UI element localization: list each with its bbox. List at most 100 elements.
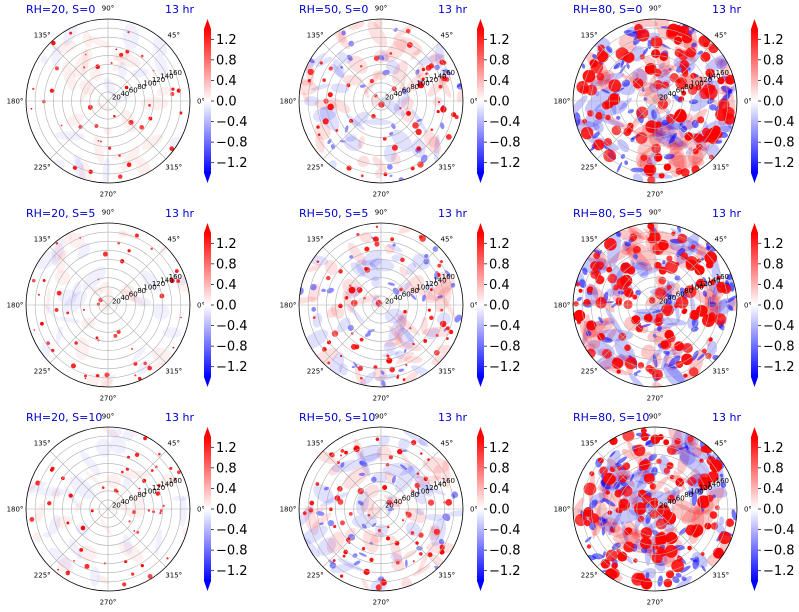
radial-tick-label: 120 — [425, 76, 438, 84]
anomaly-patch — [36, 487, 67, 497]
anomaly-patch — [640, 344, 656, 360]
anomaly-patch — [51, 45, 61, 67]
angular-gridline — [654, 450, 714, 510]
positive-anomaly — [83, 66, 86, 69]
polar-frame — [25, 18, 191, 184]
positive-anomaly — [73, 559, 76, 562]
negative-anomaly — [709, 104, 717, 111]
colorbar-gradient — [204, 233, 211, 377]
radial-tick-label: 60 — [676, 291, 685, 299]
anomaly-patch — [308, 506, 329, 514]
anomaly-patch — [677, 446, 690, 475]
positive-anomaly — [687, 545, 692, 551]
anomaly-patch — [621, 521, 629, 546]
anomaly-patch — [307, 264, 322, 272]
angular-gridline — [654, 100, 714, 160]
anomaly-patch — [648, 132, 665, 147]
negative-anomaly — [635, 289, 641, 296]
positive-anomaly — [610, 527, 616, 533]
colorbar-extend-min — [204, 377, 211, 387]
angular-tick-label: 45° — [441, 440, 453, 448]
anomaly-patch — [380, 97, 405, 117]
anomaly-patch — [121, 146, 140, 171]
anomaly-patch — [62, 61, 77, 91]
negative-anomaly — [592, 131, 601, 139]
angular-tick-label: 45° — [715, 236, 727, 244]
positive-anomaly — [378, 101, 385, 108]
positive-anomaly — [655, 249, 660, 255]
positive-anomaly — [616, 300, 622, 306]
positive-anomaly — [690, 244, 696, 250]
anomaly-patch — [634, 258, 649, 267]
positive-anomaly — [633, 502, 647, 515]
positive-anomaly — [383, 172, 388, 177]
positive-anomaly — [415, 541, 419, 545]
positive-anomaly — [603, 149, 617, 163]
anomaly-patch — [68, 232, 85, 249]
positive-anomaly — [412, 560, 415, 563]
positive-anomaly — [601, 348, 612, 359]
negative-anomaly — [601, 526, 606, 536]
colorbar-tick-label: 0.8 — [216, 461, 237, 476]
positive-anomaly — [371, 114, 376, 119]
positive-anomaly — [95, 374, 100, 378]
positive-anomaly — [608, 79, 622, 92]
radial-tick-label: 100 — [416, 488, 429, 496]
anomaly-patch — [73, 154, 85, 170]
angular-tick-label: 270° — [100, 395, 117, 403]
negative-anomaly — [423, 258, 430, 265]
positive-anomaly — [66, 521, 70, 525]
angular-tick-label: 315° — [165, 367, 182, 375]
anomaly-patch — [102, 157, 111, 183]
positive-anomaly — [328, 66, 333, 71]
positive-anomaly — [29, 517, 35, 522]
positive-anomaly — [317, 133, 321, 136]
positive-anomaly — [134, 233, 139, 238]
positive-anomaly — [674, 438, 681, 445]
angular-gridline — [322, 100, 382, 160]
colorbar-extend-max — [477, 19, 484, 29]
anomaly-patch — [657, 62, 666, 70]
angular-gridline — [596, 450, 656, 510]
positive-anomaly — [688, 367, 699, 377]
negative-anomaly — [630, 167, 645, 173]
angular-tick-label: 90° — [102, 413, 114, 421]
colorbar-extend-max — [751, 19, 758, 29]
positive-anomaly — [410, 440, 417, 446]
anomaly-patch — [311, 83, 331, 91]
anomaly-patch — [390, 553, 403, 563]
positive-anomaly — [639, 460, 649, 471]
positive-anomaly — [651, 49, 661, 59]
positive-anomaly — [335, 129, 339, 132]
positive-anomaly — [56, 290, 62, 296]
anomaly-patch — [82, 266, 107, 291]
anomaly-patch — [428, 136, 440, 148]
positive-anomaly — [37, 293, 40, 296]
angular-tick-label: 225° — [34, 367, 51, 375]
angular-tick-label: 90° — [375, 209, 387, 217]
positive-anomaly — [136, 530, 140, 534]
anomaly-patch — [393, 94, 411, 112]
positive-anomaly — [709, 459, 723, 473]
anomaly-patch — [42, 531, 52, 538]
positive-anomaly — [47, 501, 52, 506]
positive-anomaly — [674, 341, 685, 352]
positive-anomaly — [604, 99, 614, 109]
negative-anomaly — [387, 282, 396, 286]
positive-anomaly — [79, 547, 84, 552]
angular-tick-label: 0° — [470, 98, 478, 106]
positive-anomaly — [133, 530, 136, 532]
positive-anomaly — [621, 485, 633, 497]
positive-anomaly — [682, 343, 693, 354]
anomaly-patch — [354, 363, 362, 387]
angular-tick-label: 225° — [34, 163, 51, 171]
positive-anomaly — [107, 146, 112, 150]
positive-anomaly — [658, 239, 669, 251]
anomaly-patch — [456, 88, 463, 103]
positive-anomaly — [623, 299, 633, 310]
colorbar-tick-label: 1.2 — [489, 237, 510, 252]
polar-frame — [25, 222, 191, 388]
colorbar-tick-label: −1.2 — [216, 360, 248, 375]
negative-anomaly — [593, 249, 600, 254]
